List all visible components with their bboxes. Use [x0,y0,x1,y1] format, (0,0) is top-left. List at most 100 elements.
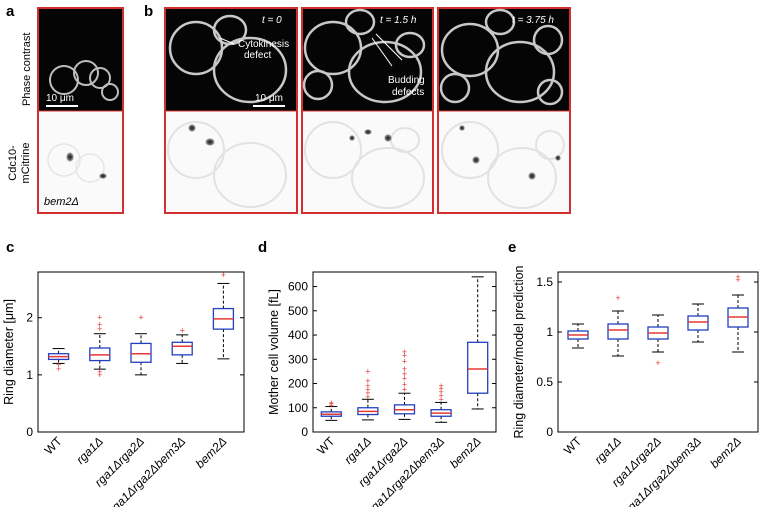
axes-frame [312,271,497,433]
outlier-point: + [97,367,102,377]
panel-b-scalebar-label: 10 μm [255,93,283,104]
panel-e-letter: e [508,239,516,256]
y-tick-label: 1 [26,368,33,382]
category-label: WT [561,434,585,458]
outlier-point: + [438,394,443,404]
outlier-point: + [735,275,740,285]
y-tick-label: 2 [26,311,33,325]
outlier-point: + [438,381,443,391]
outlier-point: + [402,351,407,361]
outlier-point: + [97,320,102,330]
time-label-1: t = 0 [262,15,282,26]
outlier-point: + [438,383,443,393]
box-0: ++ [47,348,70,374]
box-4: + [212,270,235,360]
outlier-point: + [402,374,407,384]
category-label: bem2Δ [193,434,230,471]
axes-frame [37,271,245,433]
category-label: bem2Δ [447,434,484,471]
category-label: rga1Δ [341,434,374,467]
outlier-point: + [735,272,740,282]
outlier-point: + [221,270,226,280]
chart-ring-diameter-ratio: e 0 0.5 1 1.5 Ring diameter/model prediction W… [508,239,759,507]
annotation-defect: defect [244,50,271,61]
box-iqr [607,323,629,340]
y-tick-label: 600 [288,280,308,294]
y-tick-label: 200 [288,377,308,391]
panel-a-phase-image [39,9,122,111]
outlier-point: + [438,391,443,401]
box-2: ++++++++ [393,347,416,420]
time-label-3: t = 3.75 h [512,15,554,26]
box-3: + [171,325,193,364]
outlier-point: + [56,360,61,370]
outlier-point: + [402,380,407,390]
outlier-point: + [365,385,370,395]
panel-b-letter: b [144,3,153,20]
box-2: + [647,314,669,368]
outlier-point: + [329,400,334,410]
outlier-point: + [655,358,660,368]
chart-mother-cell-volume: d 0 100 200 300 400 500 600 Mother cell volume [… [258,239,497,507]
category-label: rga1Δ [73,434,106,467]
box-4 [467,276,489,410]
box-iqr [467,341,489,394]
row-label-mcitrine: mCitrine [20,143,32,184]
annotation-defects: defects [392,87,424,98]
box-2: + [130,313,152,376]
box-3 [687,303,709,343]
box-iqr [687,315,709,331]
annotation-budding: Budding [388,75,425,86]
outlier-point: + [365,376,370,386]
box-1: + [607,293,629,357]
outlier-point: + [97,370,102,380]
panel-a-letter: a [6,3,15,20]
outlier-point: + [365,392,370,402]
y-axis-label: Ring diameter/model prediction [512,265,526,438]
box-4: ++ [727,272,749,353]
y-tick-label: 0 [26,425,33,439]
outlier-point: + [97,313,102,323]
time-label-2: t = 1.5 h [380,15,417,26]
outlier-point: + [402,357,407,367]
outlier-point: + [402,385,407,395]
outlier-point: + [97,324,102,334]
y-tick-label: 1.5 [536,275,553,289]
y-tick-label: 300 [288,352,308,366]
outlier-point: + [615,293,620,303]
category-label: WT [314,434,338,458]
box-iqr [130,342,152,363]
y-axis-label: Mother cell volume [fL] [267,289,281,415]
y-axis-label: Ring diameter [μm] [2,299,16,405]
outlier-point: + [329,399,334,409]
outlier-point: + [365,381,370,391]
outlier-point: + [56,364,61,374]
y-tick-label: 0 [546,425,553,439]
panel-b-frame-3: t = 3.75 h [437,7,571,214]
box-1: +++++ [89,313,111,380]
outlier-point: + [365,388,370,398]
y-tick-label: 0.5 [536,375,553,389]
panel-b-frame-1: Cytokinesis defect t = 0 10 μm [164,7,298,214]
outlier-point: + [138,313,143,323]
category-label: WT [42,434,66,458]
box-3: +++++ [430,381,452,423]
row-label-cdc10: Cdc10- [7,145,19,181]
box-iqr [171,341,193,356]
category-label: bem2Δ [707,434,744,471]
axes-frame [557,271,759,433]
annotation-cytokinesis: Cytokinesis [238,39,289,50]
outlier-point: + [180,325,185,335]
row-label-phase: Phase contrast [21,33,33,106]
panel-a-scalebar-label: 10 μm [46,93,74,104]
outlier-point: + [329,398,334,408]
outlier-point: + [402,347,407,357]
y-tick-label: 0 [301,425,308,439]
y-tick-label: 100 [288,401,308,415]
panel-b-frame-2: Budding defects t = 1.5 h [301,7,434,214]
box-0 [567,323,589,349]
y-tick-label: 400 [288,328,308,342]
panel-c-letter: c [6,239,14,256]
box-1: ++++++ [357,366,379,421]
